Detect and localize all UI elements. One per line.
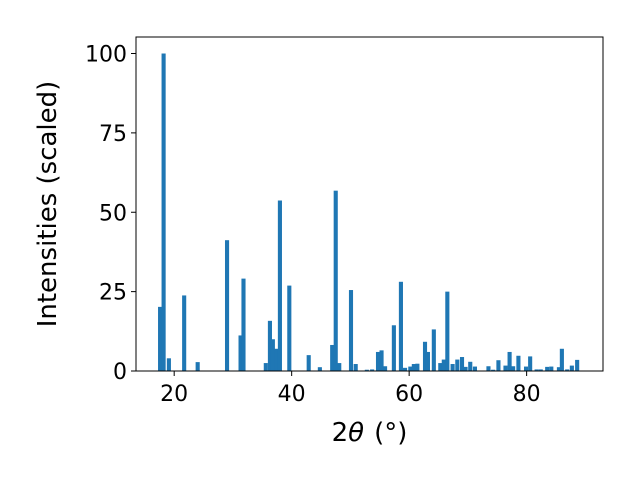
bar <box>270 339 275 371</box>
bar <box>348 290 354 371</box>
y-tick-label: 75 <box>99 122 127 147</box>
bar <box>472 366 477 371</box>
bar <box>391 325 396 371</box>
bar <box>455 359 460 371</box>
bar <box>450 364 455 371</box>
bar <box>545 366 550 371</box>
bar <box>166 358 171 371</box>
bar <box>238 335 243 371</box>
bar <box>503 365 508 371</box>
bar <box>486 366 491 371</box>
bar <box>398 281 403 371</box>
bar <box>534 369 539 371</box>
bar <box>538 369 543 371</box>
bar <box>375 351 381 371</box>
bar <box>353 364 358 371</box>
x-tick-label: 20 <box>160 382 188 407</box>
x-tick-label: 40 <box>278 382 306 407</box>
bar <box>379 350 384 371</box>
bar <box>441 359 446 371</box>
bar <box>241 278 246 371</box>
bar <box>496 360 501 371</box>
x-tick-label: 60 <box>395 382 423 407</box>
bar <box>383 366 388 371</box>
bar-series <box>158 53 580 371</box>
bar <box>402 367 408 371</box>
bar <box>559 348 564 371</box>
bar <box>549 366 554 371</box>
bar <box>277 200 282 371</box>
bar <box>333 190 338 371</box>
bar <box>224 240 230 371</box>
x-axis-label-symbol: θ <box>348 418 364 448</box>
bar <box>411 364 416 371</box>
bar <box>431 329 436 371</box>
plot-frame <box>135 36 604 372</box>
bar <box>263 363 268 371</box>
bar <box>317 367 322 371</box>
axis-ticks: 20 40 60 80 0 25 50 75 100 <box>85 43 541 407</box>
bar <box>459 357 465 371</box>
bar <box>161 53 166 371</box>
bar <box>523 366 529 371</box>
bar <box>511 366 516 371</box>
bar <box>556 367 561 371</box>
y-tick-label: 100 <box>85 43 127 68</box>
bar <box>565 369 570 371</box>
bar <box>267 320 272 371</box>
bar <box>195 362 200 371</box>
bar <box>422 341 428 371</box>
bar <box>330 344 335 371</box>
bar <box>445 291 450 371</box>
bar <box>370 369 375 371</box>
y-tick-label: 50 <box>99 201 127 226</box>
x-axis-label: 2θ (°) <box>332 418 408 448</box>
y-tick-label: 0 <box>113 360 127 385</box>
x-tick-label: 80 <box>513 382 541 407</box>
bar <box>528 356 533 371</box>
bar <box>425 351 430 371</box>
bar <box>364 369 369 371</box>
bar <box>287 285 292 371</box>
bar <box>507 351 512 371</box>
bar <box>274 348 279 371</box>
y-axis-label: Intensities (scaled) <box>33 81 63 328</box>
bar <box>182 295 187 371</box>
bar <box>438 363 443 371</box>
bar <box>337 363 342 371</box>
bar <box>491 369 496 371</box>
bar <box>468 361 473 371</box>
bar <box>516 355 521 371</box>
bar <box>415 363 420 371</box>
bar <box>575 359 580 371</box>
bar <box>569 365 574 371</box>
x-axis-label-unit: (°) <box>374 418 407 448</box>
x-axis-label-prefix: 2 <box>332 418 349 448</box>
bar <box>463 366 468 371</box>
bar <box>306 355 311 371</box>
y-tick-label: 25 <box>99 281 127 306</box>
bar <box>158 306 163 371</box>
bar <box>408 366 413 371</box>
